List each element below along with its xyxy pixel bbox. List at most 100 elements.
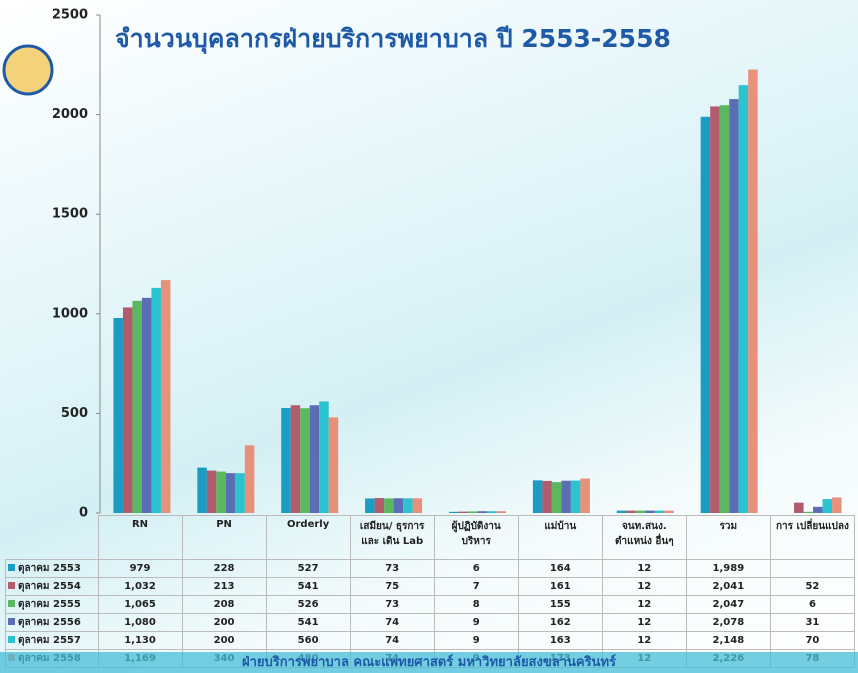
bar xyxy=(245,445,255,513)
table-cell: 1,080 xyxy=(98,614,182,632)
bar xyxy=(459,512,469,513)
bar xyxy=(487,511,497,513)
x-tick-label: จนท.สนง. ตำแหน่ง อื่นๆ xyxy=(602,516,686,560)
table-cell: 200 xyxy=(182,614,266,632)
legend-label: ตุลาคม 2554 xyxy=(18,581,81,592)
bar xyxy=(403,498,413,513)
y-tick-label: 2500 xyxy=(52,8,88,23)
bar xyxy=(804,512,814,513)
table-cell: 12 xyxy=(602,632,686,650)
table-cell: 7 xyxy=(434,578,518,596)
bar xyxy=(533,480,543,513)
bar xyxy=(226,473,236,513)
table-cell: 161 xyxy=(518,578,602,596)
legend-label: ตุลาคม 2556 xyxy=(18,617,81,628)
bar xyxy=(617,511,627,513)
x-tick-label: ผู้ปฏิบัติงาน บริหาร xyxy=(434,516,518,560)
bar xyxy=(748,70,758,513)
x-tick-label: แม่บ้าน xyxy=(518,516,602,560)
table-cell: 31 xyxy=(770,614,854,632)
bar xyxy=(478,511,488,513)
table-cell: 2,047 xyxy=(686,596,770,614)
legend-swatch xyxy=(8,618,15,625)
table-row: ตุลาคม 25571,130200560749163122,14870 xyxy=(6,632,855,650)
bar xyxy=(664,511,674,513)
table-cell: 164 xyxy=(518,560,602,578)
legend-label: ตุลาคม 2553 xyxy=(18,563,81,574)
table-cell: 1,130 xyxy=(98,632,182,650)
table-cell: 1,032 xyxy=(98,578,182,596)
bar xyxy=(113,318,123,513)
x-tick-label: PN xyxy=(182,516,266,560)
bar xyxy=(300,408,310,513)
bar xyxy=(626,511,636,513)
bar xyxy=(561,481,571,513)
table-cell: 52 xyxy=(770,578,854,596)
slide: จำนวนบุคลากรฝ่ายบริการพยาบาล ปี 2553-255… xyxy=(0,0,858,673)
footer: ฝ่ายบริการพยาบาล คณะแพทยศาสตร์ มหาวิทยาล… xyxy=(0,652,858,673)
legend-label: ตุลาคม 2555 xyxy=(18,599,81,610)
table-cell: 2,041 xyxy=(686,578,770,596)
table-row: ตุลาคม 25561,080200541749162122,07831 xyxy=(6,614,855,632)
bar xyxy=(151,288,161,513)
bar xyxy=(729,99,739,513)
bar xyxy=(142,298,152,513)
bar xyxy=(636,511,646,513)
table-cell: 526 xyxy=(266,596,350,614)
bar xyxy=(832,497,842,513)
bar xyxy=(571,481,581,513)
legend-entry: ตุลาคม 2553 xyxy=(6,560,99,578)
table-cell: 541 xyxy=(266,614,350,632)
table-cell: 74 xyxy=(350,632,434,650)
legend-swatch xyxy=(8,600,15,607)
table-cell: 2,078 xyxy=(686,614,770,632)
table-cell: 228 xyxy=(182,560,266,578)
bar xyxy=(739,85,749,513)
corner-cell xyxy=(6,516,99,560)
bar xyxy=(542,481,552,513)
bar xyxy=(794,503,804,513)
bar xyxy=(235,473,245,513)
legend-swatch xyxy=(8,564,15,571)
legend-entry: ตุลาคม 2557 xyxy=(6,632,99,650)
bar xyxy=(449,512,459,513)
bar xyxy=(413,498,423,513)
bar xyxy=(468,511,478,513)
table-cell: 73 xyxy=(350,560,434,578)
table-cell: 75 xyxy=(350,578,434,596)
table-cell: 6 xyxy=(434,560,518,578)
table-cell: 979 xyxy=(98,560,182,578)
bar xyxy=(281,408,291,513)
table-cell: 200 xyxy=(182,632,266,650)
logo xyxy=(4,46,52,94)
table-header-row: RNPNOrderlyเสมียน/ ธุรการ และ เดิน Labผู… xyxy=(6,516,855,560)
bar xyxy=(291,405,301,513)
bar xyxy=(365,498,375,513)
x-tick-label: การ เปลี่ยนแปลง xyxy=(770,516,854,560)
chart-title: จำนวนบุคลากรฝ่ายบริการพยาบาล ปี 2553-255… xyxy=(115,24,671,55)
table-cell: 527 xyxy=(266,560,350,578)
bar xyxy=(375,498,385,513)
bar xyxy=(132,301,142,513)
table-cell: 9 xyxy=(434,632,518,650)
table-cell: 1,065 xyxy=(98,596,182,614)
x-tick-label: Orderly xyxy=(266,516,350,560)
bar xyxy=(384,498,394,513)
legend-entry: ตุลาคม 2554 xyxy=(6,578,99,596)
bar xyxy=(161,280,171,513)
table-cell xyxy=(770,560,854,578)
bar xyxy=(645,511,655,513)
table-cell: 8 xyxy=(434,596,518,614)
table-cell: 9 xyxy=(434,614,518,632)
legend-swatch xyxy=(8,582,15,589)
y-tick-label: 500 xyxy=(61,406,88,421)
bar xyxy=(552,482,562,513)
table-cell: 12 xyxy=(602,578,686,596)
bar xyxy=(813,507,823,513)
bar xyxy=(701,117,711,513)
legend-entry: ตุลาคม 2556 xyxy=(6,614,99,632)
